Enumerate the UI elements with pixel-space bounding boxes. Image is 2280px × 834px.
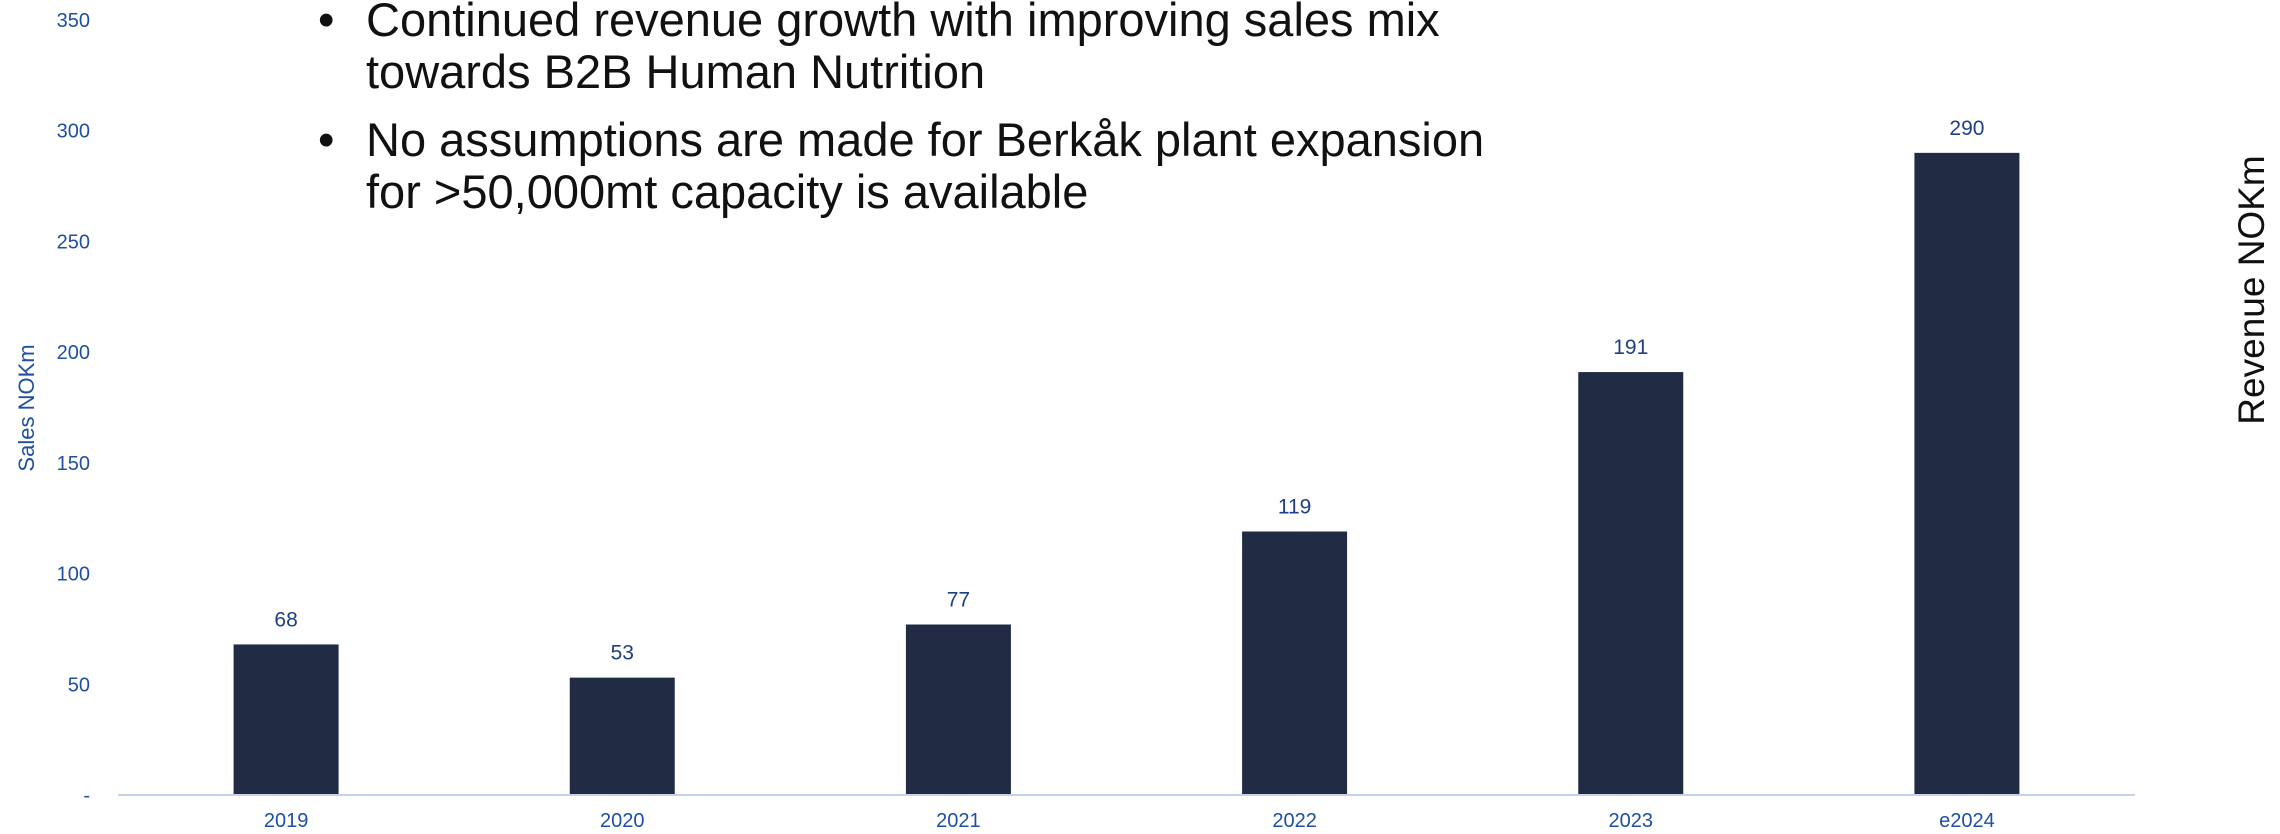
bar	[233, 644, 339, 795]
data-labels: 68 53 77 119 191 290	[274, 117, 1984, 665]
y-axis-title: Sales NOKm	[14, 344, 39, 471]
y-tick-label: 300	[57, 121, 90, 143]
y-tick-label: 100	[57, 564, 90, 586]
y-tick-label: 350	[57, 10, 90, 32]
bullet-list: • Continued revenue growth with improvin…	[318, 0, 1618, 234]
bullet-marker: •	[318, 0, 335, 46]
bullet-text-line: Continued revenue growth with improving …	[366, 0, 1440, 46]
bars	[233, 152, 2020, 795]
bullet-text-line: No assumptions are made for Berkåk plant…	[366, 113, 1485, 166]
x-tick-label: 2020	[600, 810, 645, 832]
x-tick-label: 2021	[936, 810, 981, 832]
bar-value-label: 77	[947, 589, 970, 612]
bullet-marker: •	[318, 113, 335, 166]
y-tick-label: 200	[57, 342, 90, 364]
bullet-text-line: towards B2B Human Nutrition	[366, 45, 986, 98]
x-tick-label: 2022	[1272, 810, 1317, 832]
bar	[1578, 372, 1684, 795]
bar	[905, 624, 1011, 795]
bar	[569, 677, 675, 795]
x-tick-label: e2024	[1939, 810, 1995, 832]
bar-value-label: 290	[1949, 117, 1984, 140]
bar	[1914, 152, 2020, 795]
y-tick-label: 250	[57, 231, 90, 253]
bullet-text-line: for >50,000mt capacity is available	[366, 165, 1089, 218]
bar-value-label: 53	[611, 642, 634, 665]
y-tick-label: -	[83, 785, 90, 807]
x-axis-ticks: 2019 2020 2021 2022 2023 e2024	[264, 810, 1995, 832]
x-tick-label: 2023	[1609, 810, 1654, 832]
y-tick-label: 150	[57, 453, 90, 475]
y-tick-label: 50	[68, 674, 90, 696]
right-axis-title: Revenue NOKm	[2231, 155, 2272, 424]
bar-value-label: 68	[274, 608, 297, 631]
bar-value-label: 119	[1278, 496, 1311, 519]
x-tick-label: 2019	[264, 810, 309, 832]
bullet-item: • Continued revenue growth with improvin…	[318, 0, 1618, 98]
y-axis-ticks: - 50 100 150 200 250 300 350	[57, 10, 90, 807]
bar-value-label: 191	[1613, 336, 1648, 359]
bar	[1242, 531, 1348, 795]
bullet-item: • No assumptions are made for Berkåk pla…	[318, 114, 1618, 218]
